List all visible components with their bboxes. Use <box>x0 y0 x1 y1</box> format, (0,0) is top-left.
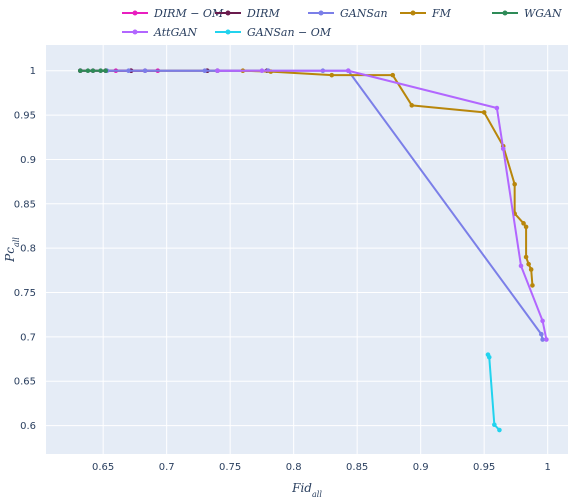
y-tick-label: 0.65 <box>14 377 36 388</box>
y-axis: 0.6 0.65 0.7 0.75 0.8 0.85 0.9 0.95 1 <box>14 66 36 432</box>
x-tick-label: 1 <box>544 462 550 473</box>
y-tick-label: 1 <box>30 66 36 77</box>
x-tick-label: 0.9 <box>413 462 429 473</box>
series-layer <box>77 68 549 433</box>
data-point <box>512 181 517 187</box>
x-tick-label: 0.8 <box>286 462 302 473</box>
data-point <box>539 331 544 337</box>
data-point <box>85 68 91 74</box>
legend[interactable]: DIRM − OM DIRM GANSan FM WGAN AttGAN GANSan − … <box>122 7 562 39</box>
y-tick-label: 0.95 <box>14 111 36 122</box>
data-point <box>540 337 545 342</box>
x-tick-label: 0.7 <box>159 462 175 473</box>
data-point <box>481 110 487 115</box>
x-tick-label: 0.95 <box>473 462 495 473</box>
legend-label: DIRM − OM <box>153 7 224 20</box>
legend-item[interactable]: WGAN <box>492 7 562 20</box>
legend-item[interactable]: GANSan − OM <box>215 26 332 39</box>
data-point <box>523 254 529 260</box>
legend-swatch-marker <box>132 10 138 16</box>
data-point <box>526 261 531 267</box>
legend-item[interactable]: DIRM − OM <box>122 7 224 20</box>
legend-swatch-marker <box>502 10 508 16</box>
data-point <box>540 318 545 324</box>
legend-label: GANSan − OM <box>247 26 332 39</box>
legend-label: WGAN <box>524 7 562 20</box>
data-point <box>523 224 529 230</box>
y-axis-title: Pcall <box>3 237 21 263</box>
legend-swatch-marker <box>410 10 416 16</box>
x-tick-label: 0.75 <box>219 462 241 473</box>
legend-item[interactable]: DIRM <box>215 7 280 20</box>
series-6 <box>485 352 502 433</box>
data-point <box>126 68 131 74</box>
data-point <box>77 68 83 74</box>
series-5 <box>215 68 549 342</box>
data-point <box>486 354 492 360</box>
legend-swatch-marker <box>225 29 231 35</box>
legend-item[interactable]: FM <box>400 7 452 20</box>
data-point <box>530 283 535 288</box>
data-point <box>202 68 208 74</box>
grid <box>46 45 568 454</box>
x-tick-label: 0.85 <box>346 462 368 473</box>
legend-swatch-marker <box>318 10 324 16</box>
data-point <box>103 68 108 74</box>
y-tick-label: 0.8 <box>20 244 36 255</box>
data-point <box>390 72 396 78</box>
legend-label: AttGAN <box>153 26 197 39</box>
data-point <box>345 68 351 74</box>
data-point <box>90 68 96 74</box>
data-point <box>494 105 500 111</box>
data-point <box>329 72 335 78</box>
y-tick-label: 0.7 <box>20 332 36 343</box>
data-point <box>500 146 506 152</box>
data-point <box>497 427 502 433</box>
series-4 <box>77 68 108 74</box>
data-point <box>215 68 220 74</box>
y-tick-label: 0.9 <box>20 155 36 166</box>
legend-swatch-marker <box>225 10 231 16</box>
x-axis-title: Fidall <box>291 481 322 499</box>
x-tick-label: 0.65 <box>92 462 114 473</box>
data-point <box>492 422 497 428</box>
legend-label: GANSan <box>340 7 388 20</box>
data-point <box>409 103 415 108</box>
data-point <box>518 263 524 269</box>
legend-item[interactable]: GANSan <box>308 7 388 20</box>
data-point <box>142 68 148 74</box>
legend-label: DIRM <box>246 7 280 20</box>
data-point <box>98 68 103 74</box>
data-point <box>544 337 549 342</box>
series-line <box>217 69 548 340</box>
data-point <box>259 68 265 74</box>
y-tick-label: 0.85 <box>14 199 36 210</box>
legend-label: FM <box>431 7 452 20</box>
data-point <box>521 221 526 226</box>
plot-area <box>46 45 568 454</box>
data-point <box>528 267 534 272</box>
x-axis: 0.65 0.7 0.75 0.8 0.85 0.9 0.95 1 <box>92 462 551 473</box>
legend-item[interactable]: AttGAN <box>122 26 197 39</box>
legend-swatch-marker <box>132 29 138 35</box>
y-tick-label: 0.6 <box>20 421 36 432</box>
y-tick-label: 0.75 <box>14 288 36 299</box>
